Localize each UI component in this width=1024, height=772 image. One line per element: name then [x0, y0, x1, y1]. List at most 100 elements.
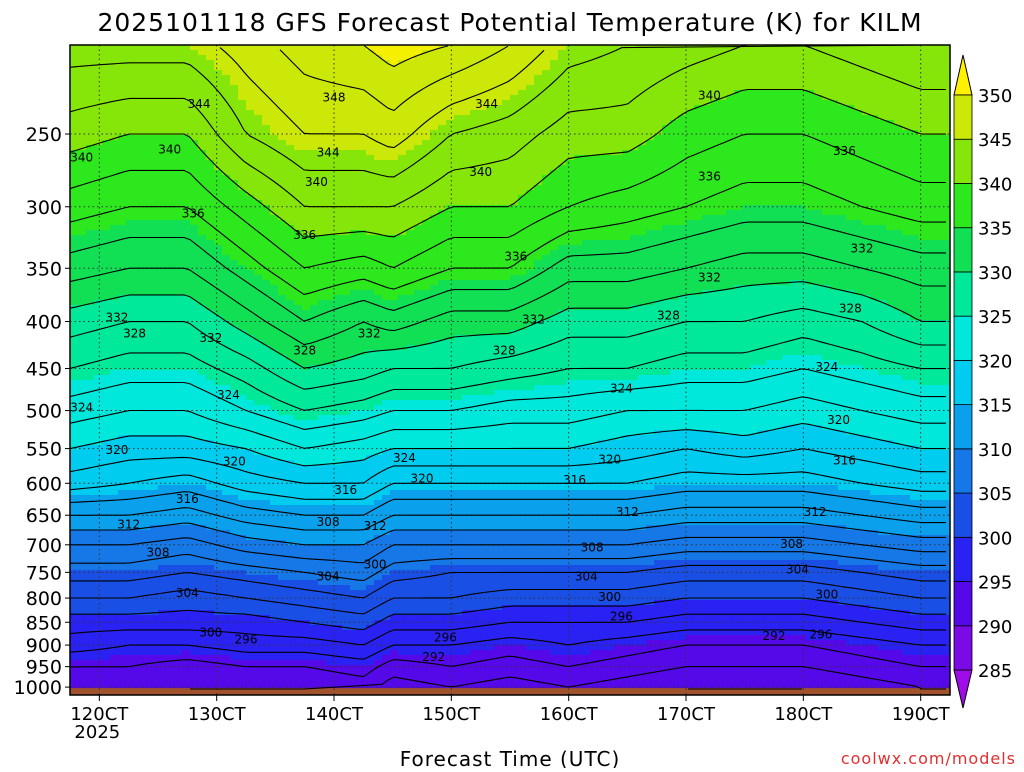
theta-cell [886, 95, 895, 101]
theta-cell [854, 220, 863, 226]
theta-cell [382, 50, 391, 56]
theta-cell [582, 240, 591, 246]
theta-cell [766, 110, 775, 116]
theta-cell [646, 110, 655, 116]
theta-cell [374, 115, 383, 121]
theta-cell [742, 260, 751, 266]
theta-cell [454, 100, 463, 106]
theta-cell [398, 120, 407, 126]
theta-cell [182, 140, 191, 146]
theta-cell [94, 55, 103, 61]
theta-cell [326, 200, 335, 206]
theta-cell [678, 75, 687, 81]
theta-cell [374, 245, 383, 251]
theta-cell [598, 80, 607, 86]
theta-cell [342, 85, 351, 91]
theta-cell [574, 45, 583, 51]
theta-cell [886, 250, 895, 256]
theta-cell [886, 60, 895, 66]
theta-cell [926, 185, 935, 191]
theta-cell [86, 45, 95, 51]
theta-cell [606, 105, 615, 111]
theta-cell [702, 255, 711, 261]
theta-cell [454, 160, 463, 166]
theta-cell [510, 145, 519, 151]
theta-cell [886, 205, 895, 211]
theta-cell [406, 80, 415, 86]
theta-cell [534, 145, 543, 151]
theta-cell [366, 200, 375, 206]
theta-cell [270, 125, 279, 131]
theta-cell [782, 125, 791, 131]
theta-cell [550, 95, 559, 101]
theta-cell [310, 65, 319, 71]
theta-cell [798, 190, 807, 196]
theta-cell [678, 135, 687, 141]
theta-cell [934, 195, 943, 201]
theta-cell [934, 80, 943, 86]
theta-cell [406, 110, 415, 116]
theta-cell [134, 90, 143, 96]
theta-cell [462, 195, 471, 201]
theta-cell [646, 120, 655, 126]
theta-cell [782, 175, 791, 181]
theta-cell [822, 245, 831, 251]
theta-cell [590, 240, 599, 246]
theta-cell [182, 225, 191, 231]
theta-cell [430, 255, 439, 261]
theta-cell [422, 220, 431, 226]
theta-cell [86, 210, 95, 216]
theta-cell [814, 215, 823, 221]
theta-cell [606, 75, 615, 81]
theta-cell [398, 165, 407, 171]
theta-cell [126, 100, 135, 106]
theta-cell [174, 85, 183, 91]
theta-cell [710, 75, 719, 81]
theta-cell [334, 70, 343, 76]
theta-cell [878, 260, 887, 266]
theta-cell [142, 170, 151, 176]
theta-cell [198, 270, 207, 276]
theta-cell [334, 130, 343, 136]
theta-cell [510, 105, 519, 111]
theta-cell [934, 225, 943, 231]
theta-cell [798, 45, 807, 51]
theta-cell [814, 175, 823, 181]
theta-cell [774, 115, 783, 121]
theta-cell [534, 50, 543, 56]
theta-cell [638, 225, 647, 231]
theta-cell [510, 240, 519, 246]
theta-cell [510, 100, 519, 106]
theta-cell [414, 85, 423, 91]
theta-cell [574, 165, 583, 171]
theta-cell [710, 150, 719, 156]
theta-cell [358, 255, 367, 261]
theta-cell [126, 205, 135, 211]
theta-cell [310, 120, 319, 126]
theta-cell [366, 80, 375, 86]
theta-cell [566, 65, 575, 71]
theta-cell [630, 140, 639, 146]
theta-cell [918, 65, 927, 71]
theta-cell [598, 95, 607, 101]
theta-cell [414, 230, 423, 236]
theta-cell [766, 125, 775, 131]
theta-cell [214, 45, 223, 51]
theta-cell [238, 80, 247, 86]
theta-cell [222, 160, 231, 166]
theta-cell [382, 90, 391, 96]
theta-cell [126, 240, 135, 246]
theta-cell [190, 255, 199, 261]
theta-cell [822, 250, 831, 256]
theta-cell [182, 165, 191, 171]
theta-cell [726, 105, 735, 111]
theta-cell [214, 265, 223, 271]
theta-cell [366, 190, 375, 196]
theta-cell [718, 160, 727, 166]
theta-cell [254, 140, 263, 146]
theta-cell [454, 195, 463, 201]
theta-cell [454, 95, 463, 101]
theta-cell [238, 65, 247, 71]
theta-cell [934, 55, 943, 61]
theta-cell [702, 50, 711, 56]
